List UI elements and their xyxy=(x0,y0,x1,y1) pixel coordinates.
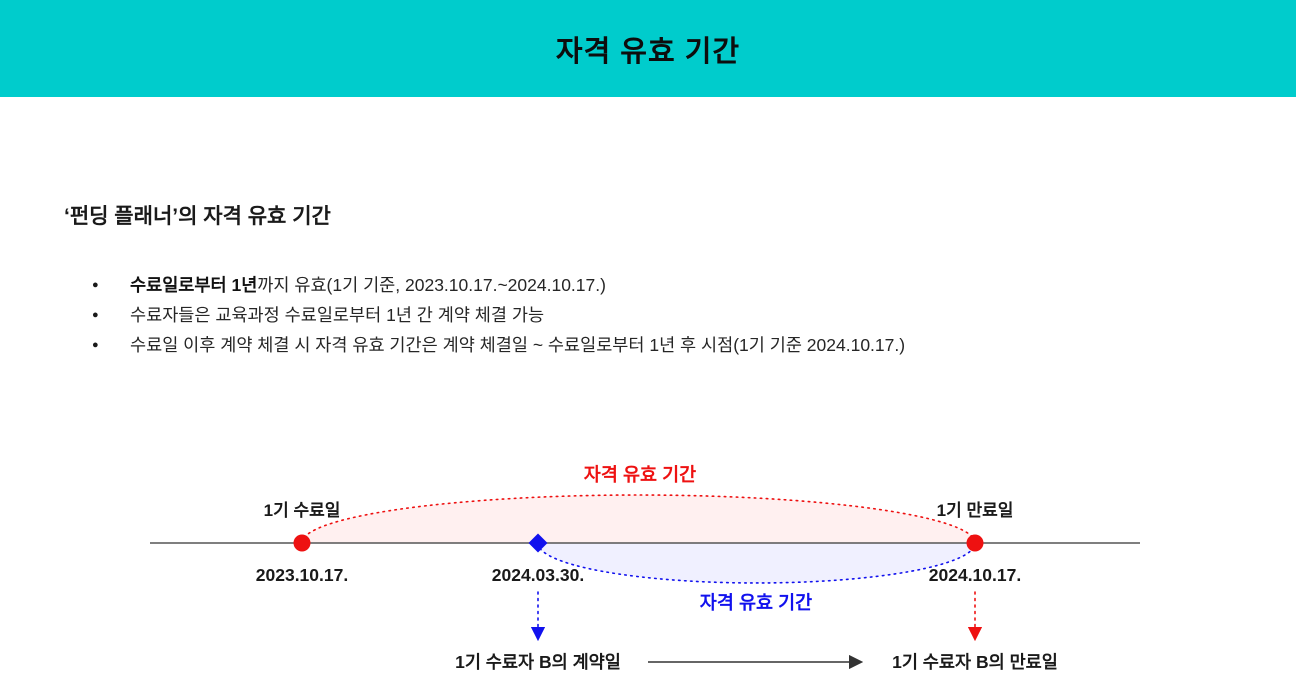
page-title: 자격 유효 기간 xyxy=(555,35,741,68)
contract-diamond xyxy=(528,533,548,553)
start-dot xyxy=(293,534,311,552)
bullet-text: 수료일 이후 계약 체결 시 자격 유효 기간은 계약 체결일 ~ 수료일로부터… xyxy=(130,335,906,355)
blue-region-label: 자격 유효 기간 xyxy=(700,592,812,613)
bullet-item: 수료일 이후 계약 체결 시 자격 유효 기간은 계약 체결일 ~ 수료일로부터… xyxy=(92,330,1244,360)
validity-timeline-diagram: 자격 유효 기간 자격 유효 기간 1기 수료일 1기 만료일 2023.10.… xyxy=(150,464,1140,672)
bullet-list: 수료일로부터 1년까지 유효(1기 기준, 2023.10.17.~2024.1… xyxy=(64,270,1244,360)
start-label: 1기 수료일 xyxy=(264,501,341,520)
end-dot xyxy=(966,534,984,552)
end-label: 1기 만료일 xyxy=(937,501,1014,520)
blue-validity-fill xyxy=(538,543,975,583)
expiry-caption: 1기 수료자 B의 만료일 xyxy=(892,652,1058,672)
title-bar: 자격 유효 기간 xyxy=(0,0,1296,97)
section-heading: ‘펀딩 플래너’의 자격 유효 기간 xyxy=(64,205,331,228)
contract-caption: 1기 수료자 B의 계약일 xyxy=(455,652,621,672)
red-validity-fill xyxy=(302,495,975,543)
contract-date: 2024.03.30. xyxy=(492,565,584,585)
body-section: ‘펀딩 플래너’의 자격 유효 기간 수료일로부터 1년까지 유효(1기 기준,… xyxy=(64,200,1244,360)
red-region-label: 자격 유효 기간 xyxy=(584,464,696,485)
bullet-item: 수료일로부터 1년까지 유효(1기 기준, 2023.10.17.~2024.1… xyxy=(92,270,1244,300)
bullet-text: 까지 유효(1기 기준, 2023.10.17.~2024.10.17.) xyxy=(257,275,606,295)
red-validity-arc xyxy=(301,494,976,544)
blue-validity-arc xyxy=(537,542,976,584)
start-date: 2023.10.17. xyxy=(256,565,348,585)
end-date: 2024.10.17. xyxy=(929,565,1021,585)
bullet-text-bold: 수료일로부터 1년 xyxy=(130,275,258,295)
bullet-text: 수료자들은 교육과정 수료일로부터 1년 간 계약 체결 가능 xyxy=(130,305,545,325)
bullet-item: 수료자들은 교육과정 수료일로부터 1년 간 계약 체결 가능 xyxy=(92,300,1244,330)
